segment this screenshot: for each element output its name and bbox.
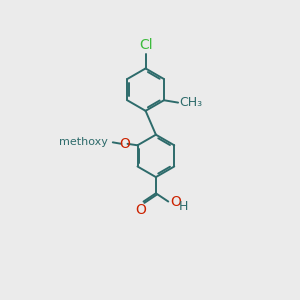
Text: methoxy: methoxy (58, 137, 107, 147)
Text: O: O (135, 203, 146, 217)
Text: O: O (120, 137, 130, 151)
Text: Cl: Cl (139, 38, 152, 52)
Text: H: H (178, 200, 188, 213)
Text: CH₃: CH₃ (179, 96, 203, 109)
Text: O: O (171, 195, 182, 209)
